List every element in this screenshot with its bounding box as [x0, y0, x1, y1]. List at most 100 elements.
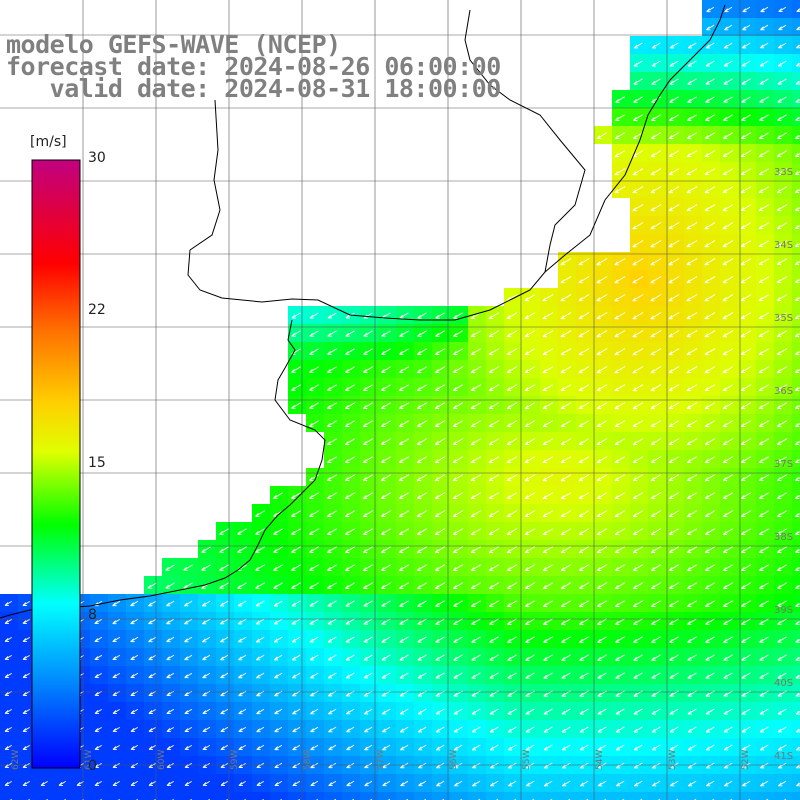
wind-arrow	[363, 672, 373, 679]
wind-arrow	[669, 636, 679, 643]
wind-arrow	[596, 546, 608, 553]
wind-arrow	[741, 708, 751, 715]
wind-arrow	[687, 636, 697, 643]
wind-arrow	[741, 780, 751, 787]
wind-arrow	[560, 294, 572, 302]
wind-speed-cell	[792, 216, 800, 234]
wind-arrow	[543, 618, 553, 625]
wind-arrow	[344, 438, 356, 445]
wind-arrow	[470, 456, 482, 464]
wind-arrow	[776, 258, 788, 266]
wind-arrow	[220, 780, 228, 786]
wind-arrow	[273, 492, 283, 499]
wind-arrow	[255, 528, 265, 535]
wind-arrow	[345, 564, 355, 571]
wind-arrow	[362, 420, 374, 427]
wind-arrow	[327, 492, 338, 499]
wind-speed-cell	[792, 594, 800, 612]
wind-arrow	[363, 726, 373, 733]
wind-arrow	[794, 171, 800, 175]
wind-arrow	[255, 636, 265, 643]
wind-arrow	[434, 564, 446, 571]
wind-arrow	[148, 600, 157, 607]
wind-arrow	[255, 582, 265, 589]
wind-arrow	[112, 654, 121, 661]
wind-arrow	[651, 60, 661, 67]
wind-arrow	[237, 636, 247, 643]
wind-arrow	[722, 222, 734, 230]
wind-arrow	[614, 330, 626, 338]
wind-arrow	[362, 402, 374, 409]
wind-arrow	[362, 456, 374, 463]
wind-arrow	[560, 276, 572, 284]
wind-arrow	[686, 294, 698, 302]
wind-arrow	[380, 528, 392, 535]
wind-arrow	[740, 168, 752, 176]
wind-arrow	[651, 618, 661, 625]
wind-speed-cell	[198, 792, 216, 800]
wind-arrow	[238, 780, 246, 786]
wind-arrow	[255, 618, 265, 625]
wind-arrow	[741, 636, 751, 643]
wind-arrow	[291, 384, 301, 391]
wind-arrow	[668, 150, 680, 158]
wind-arrow	[542, 348, 554, 356]
wind-speed-cell	[90, 792, 108, 800]
wind-arrow	[633, 42, 643, 49]
wind-arrow	[309, 402, 319, 409]
wind-arrow	[615, 672, 625, 679]
wind-arrow	[578, 438, 590, 446]
wind-arrow	[399, 672, 409, 679]
wind-arrow	[686, 312, 698, 320]
wind-speed-cell	[720, 792, 738, 800]
wind-arrow	[434, 402, 446, 409]
wind-arrow	[542, 492, 554, 500]
wind-arrow	[398, 402, 410, 409]
wind-arrow	[706, 6, 715, 13]
wind-arrow	[794, 297, 800, 301]
wind-arrow	[650, 294, 662, 302]
wind-arrow	[94, 708, 102, 714]
wind-arrow	[650, 510, 662, 517]
wind-arrow	[543, 762, 553, 769]
wind-arrow	[578, 582, 590, 589]
wind-arrow	[776, 348, 788, 355]
wind-arrow	[22, 708, 30, 714]
wind-arrow	[112, 708, 120, 714]
wind-arrow	[344, 492, 356, 499]
wind-arrow	[794, 189, 800, 193]
wind-arrow	[669, 78, 679, 85]
colorbar-unit: [m/s]	[30, 134, 67, 150]
wind-arrow	[560, 492, 572, 500]
wind-arrow	[597, 654, 607, 661]
wind-arrow	[668, 564, 680, 571]
wind-speed-cell	[18, 792, 36, 800]
wind-arrow	[166, 600, 175, 607]
wind-arrow	[579, 636, 589, 643]
wind-arrow	[741, 744, 751, 751]
wind-arrow	[381, 330, 391, 337]
wind-arrow	[507, 744, 517, 751]
wind-arrow	[327, 708, 337, 715]
wind-arrow	[704, 528, 716, 535]
wind-arrow	[22, 726, 30, 732]
wind-arrow	[506, 492, 518, 500]
wind-arrow	[704, 420, 716, 428]
wind-arrow	[668, 420, 680, 428]
wind-arrow	[94, 726, 102, 732]
wind-arrow	[148, 618, 157, 625]
wind-arrow	[452, 420, 464, 427]
wind-speed-cell	[378, 792, 396, 800]
wind-arrow	[363, 654, 373, 661]
wind-arrow	[650, 438, 662, 446]
wind-arrow	[399, 726, 409, 733]
wind-arrow	[723, 636, 733, 643]
wind-arrow	[507, 618, 517, 625]
wind-arrow	[560, 312, 572, 320]
wind-arrow	[344, 528, 356, 535]
wind-arrow	[560, 456, 572, 464]
wind-arrow	[166, 708, 175, 714]
wind-arrow	[633, 60, 643, 67]
wind-arrow	[668, 456, 680, 463]
wind-arrow	[561, 654, 571, 661]
